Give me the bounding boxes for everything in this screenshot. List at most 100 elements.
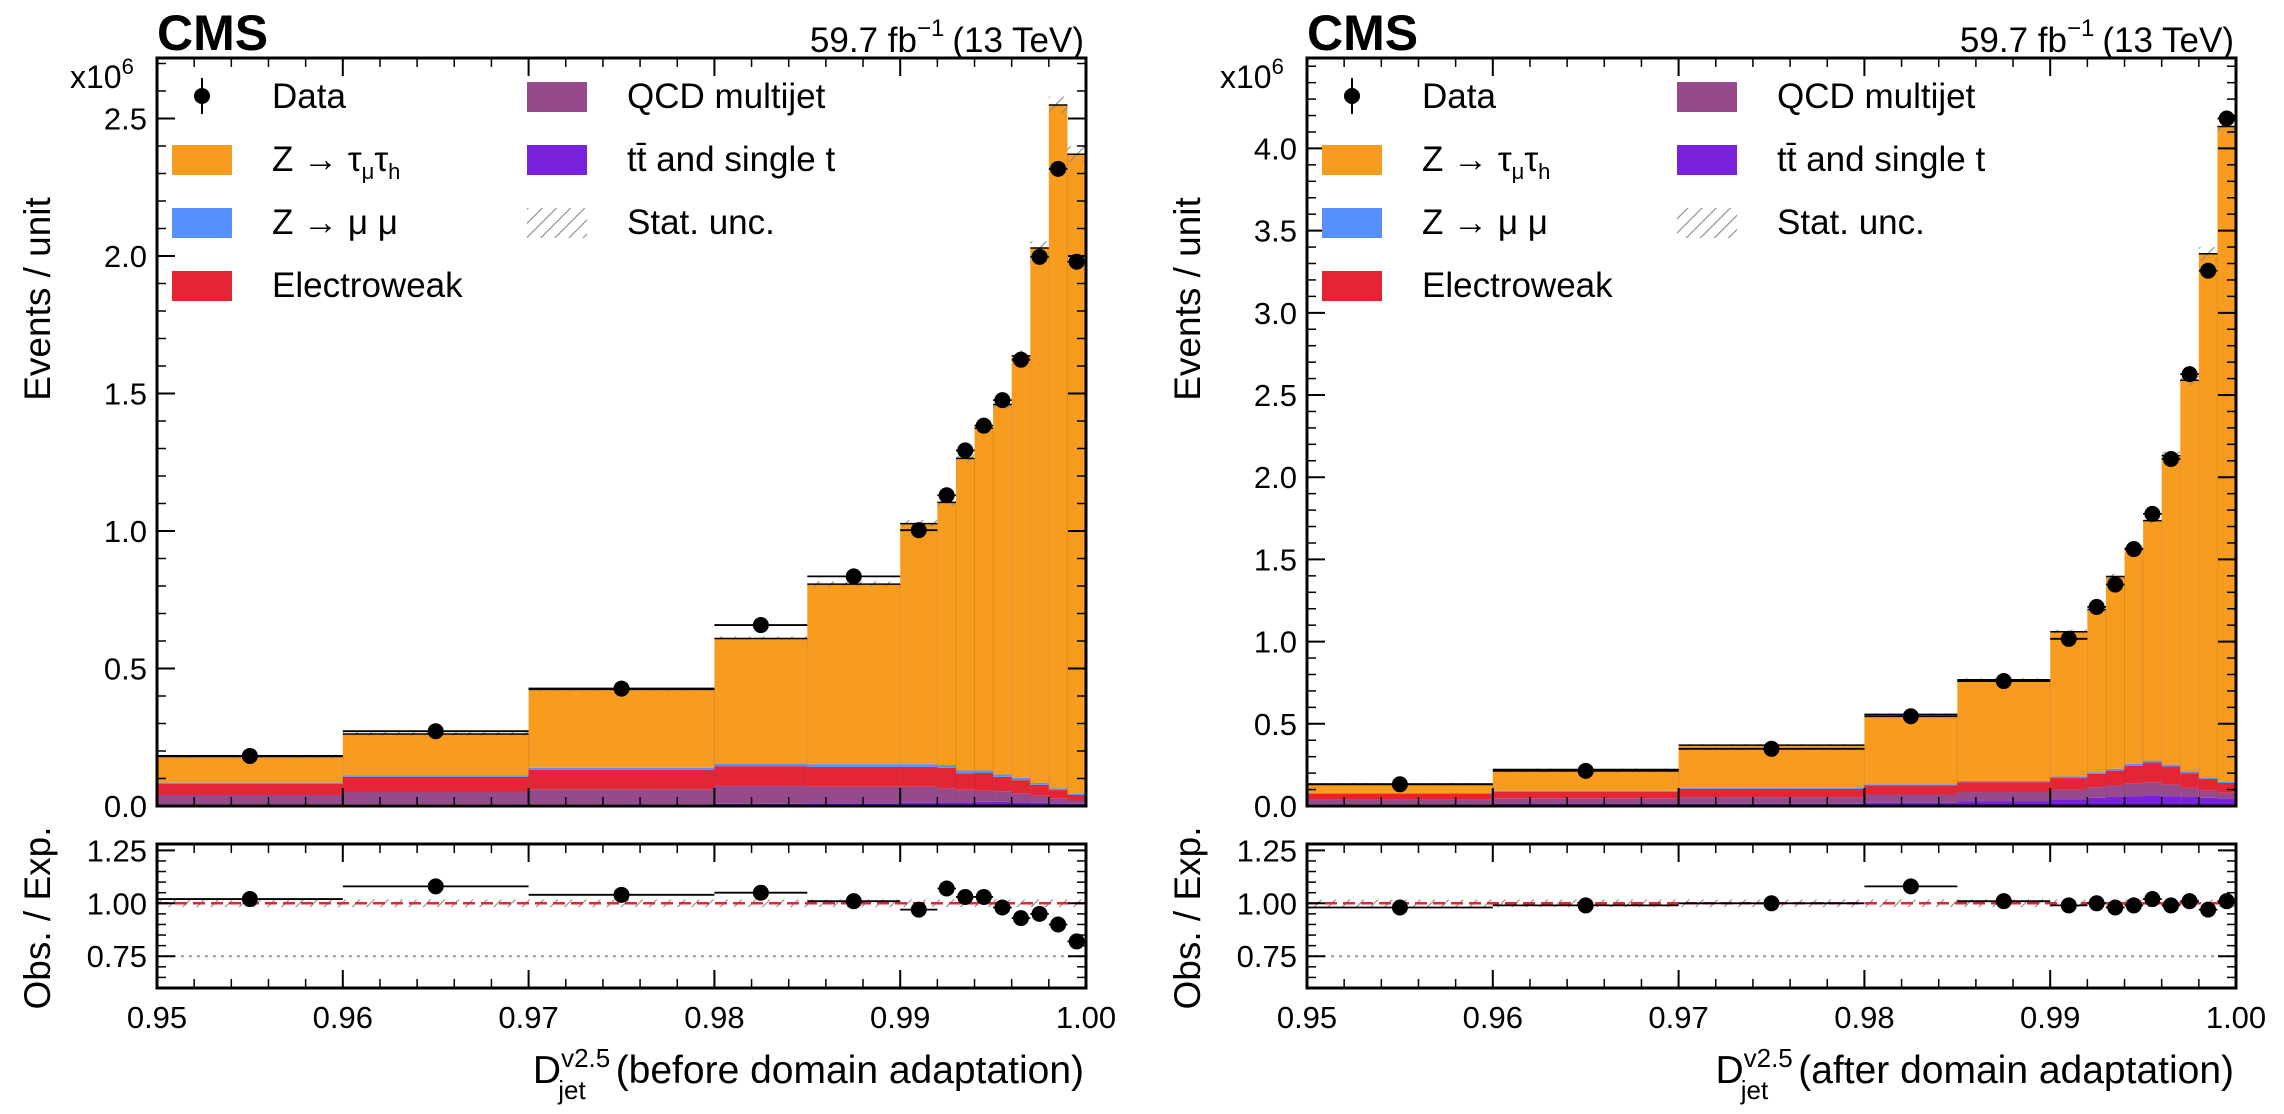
lumi-label: 59.7 fb−1 (13 TeV): [1960, 15, 2234, 60]
x-tick-label: 0.96: [313, 1000, 373, 1035]
y-tick-label: 2.5: [104, 102, 147, 137]
x-tick-label: 0.95: [127, 1000, 187, 1035]
qcd-bar: [1307, 799, 1493, 805]
ratio-point: [975, 888, 992, 905]
ztautau-bar: [2161, 455, 2181, 765]
ztautau-bar: [2180, 380, 2199, 772]
ratio-point: [1050, 916, 1067, 933]
data-point: [1763, 740, 1780, 757]
ewk-bar: [528, 769, 715, 790]
ttbar-bar: [2198, 797, 2218, 806]
main-plot-area: 0.0 0.5 1.0 1.5 2.0 2.5: [104, 56, 1088, 824]
ewk-bar: [2050, 778, 2088, 790]
legend-ttbar-swatch: [527, 145, 587, 175]
data-point: [241, 747, 258, 764]
y-tick-label: 0.5: [1254, 707, 1297, 742]
data-point: [1995, 673, 2012, 690]
ewk-bar: [157, 784, 343, 795]
ewk-bar: [974, 773, 994, 791]
x-tick-label: 0.99: [870, 1000, 930, 1035]
data-point: [1902, 708, 1919, 725]
ztautau-bar: [2124, 548, 2144, 764]
ttbar-bar: [2161, 796, 2181, 806]
ewk-bar: [2217, 782, 2236, 793]
y-tick-label: 2.5: [1254, 378, 1297, 413]
panel-left: CMS 59.7 fb−1 (13 TeV) x106 Events / unit…: [17, 5, 1116, 1105]
x-tick-label: 0.98: [684, 1000, 744, 1035]
qcd-bar: [2050, 789, 2088, 800]
y-tick-label: 1.5: [1254, 542, 1297, 577]
data-point: [2107, 576, 2124, 593]
ratio-point: [752, 884, 769, 901]
data-point: [975, 417, 992, 434]
data-point: [1391, 776, 1408, 793]
zmumu-bar: [1307, 793, 1493, 794]
y-tick-label: 0.5: [104, 652, 147, 687]
ratio-unc-band: [157, 899, 1086, 908]
ratio-point: [2218, 893, 2235, 910]
ewk-bar: [1048, 790, 1068, 799]
ztautau-bar: [714, 638, 808, 764]
ratio-point: [427, 878, 444, 895]
qcd-bar: [528, 789, 715, 805]
ratio-y-axis-label: Obs. / Exp.: [1167, 826, 1208, 1009]
x-tick-label: 0.97: [1648, 1000, 1708, 1035]
data-point: [1031, 248, 1048, 265]
data-point: [2200, 262, 2217, 279]
qcd-bar: [157, 795, 343, 805]
data-point: [1577, 762, 1594, 779]
legend-qcd-swatch: [527, 82, 587, 112]
ztautau-bar: [1492, 769, 1679, 791]
zmumu-bar: [993, 774, 1012, 777]
ztautau-bar: [1030, 248, 1049, 783]
ztautau-bar: [974, 428, 994, 771]
ratio-point: [1068, 933, 1085, 950]
ewk-bar: [1030, 784, 1049, 796]
qcd-bar: [955, 789, 975, 803]
qcd-bar: [1067, 800, 1086, 804]
ztautau-bar: [2217, 126, 2236, 782]
legend: Data Z → τμτh Z → μ μ Electroweak QCD multij…: [1322, 77, 1985, 305]
legend-qcd-label: QCD multijet: [1777, 77, 1976, 116]
legend-zmumu-swatch: [172, 208, 232, 238]
x-tick-label: 1.00: [1056, 1000, 1116, 1035]
data-point: [2088, 598, 2105, 615]
ewk-bar: [1307, 793, 1493, 800]
ztautau-bar: [2050, 631, 2088, 777]
cms-label: CMS: [1307, 5, 1418, 61]
ttbar-bar: [2124, 796, 2144, 806]
ratio-point: [1031, 905, 1048, 922]
ratio-point: [2200, 901, 2217, 918]
zmumu-bar: [955, 770, 975, 774]
ttbar-bar: [2143, 795, 2162, 806]
ratio-y-tick-label: 1.00: [87, 886, 147, 921]
ztautau-bar: [993, 404, 1012, 775]
ewk-bar: [993, 776, 1012, 792]
zmumu-bar: [1011, 777, 1031, 781]
ratio-point: [2107, 899, 2124, 916]
legend-stat-swatch: [527, 208, 587, 238]
qcd-bar: [993, 791, 1012, 802]
ztautau-bar: [2087, 609, 2106, 773]
zmumu-bar: [2050, 776, 2088, 779]
lumi-label: 59.7 fb−1 (13 TeV): [810, 15, 1084, 60]
ratio-point: [845, 893, 862, 910]
y-axis-label: Events / unit: [17, 196, 58, 400]
ewk-bar: [1864, 785, 1958, 795]
data-point: [613, 680, 630, 697]
qcd-bar: [2161, 784, 2181, 797]
y-scale-factor: x106: [70, 54, 134, 95]
data-point: [1050, 160, 1067, 177]
y-tick-label: 3.5: [1254, 214, 1297, 249]
zmumu-bar: [1957, 780, 2051, 783]
x-tick-label: 0.95: [1277, 1000, 1337, 1035]
y-tick-label: 4.0: [1254, 131, 1297, 166]
zmumu-bar: [937, 765, 956, 768]
legend-zmumu-swatch: [1322, 208, 1382, 238]
ratio-y-tick-label: 0.75: [1237, 939, 1297, 974]
ztautau-bar: [1957, 679, 2051, 781]
legend-stat-swatch: [1677, 208, 1737, 238]
ewk-bar: [714, 766, 808, 786]
ewk-bar: [1067, 795, 1086, 801]
zmumu-bar: [2198, 777, 2218, 779]
